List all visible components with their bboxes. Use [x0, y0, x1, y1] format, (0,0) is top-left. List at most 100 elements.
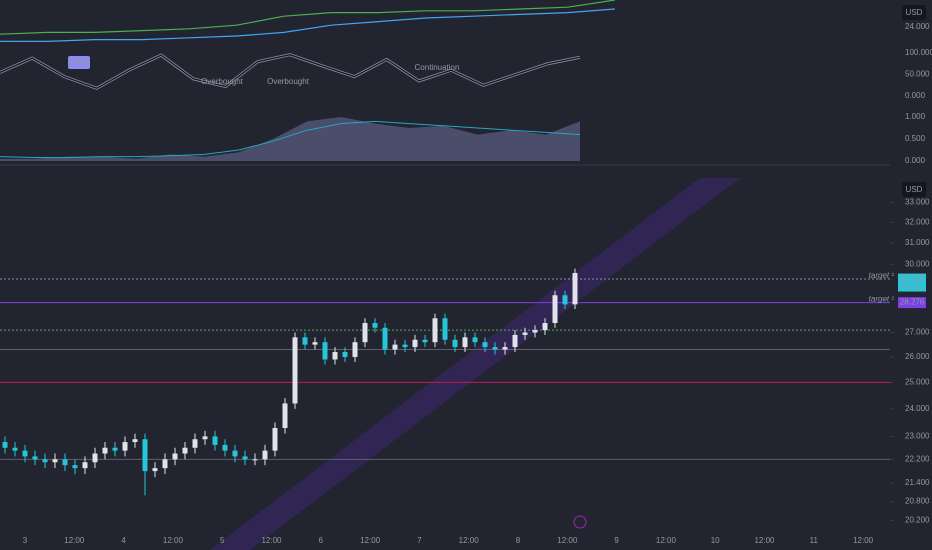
candle-body [282, 403, 288, 428]
candle-body [222, 444, 228, 451]
candle-body [42, 459, 48, 463]
target-label: target ¹ [869, 271, 895, 280]
candle-body [2, 442, 8, 448]
x-tick-label: 11 [810, 536, 819, 545]
candle-body [392, 344, 398, 350]
x-tick-label: 4 [121, 536, 126, 545]
y-tick-label: 1.000 [905, 112, 926, 121]
candle-body [532, 330, 538, 333]
candle-body [362, 322, 368, 343]
channel [210, 178, 740, 550]
y-tick-label: 20.200 [905, 516, 930, 525]
candle-body [272, 427, 278, 451]
candle-body [122, 442, 128, 451]
candle-body [132, 439, 138, 443]
price-badge [898, 273, 926, 292]
y-tick-label: 27.000 [905, 328, 930, 337]
y-tick-label: 32.000 [905, 218, 930, 227]
candle-body [552, 295, 558, 323]
candle-body [182, 447, 188, 454]
x-tick-label: 12:00 [459, 536, 480, 545]
candle-body [172, 453, 178, 460]
y-tick-label: 0.000 [905, 91, 926, 100]
candle-body [422, 339, 428, 343]
x-tick-label: 8 [516, 536, 521, 545]
candle-body [452, 339, 458, 348]
y-tick-label: 30.000 [905, 259, 930, 268]
candle-body [522, 332, 528, 335]
y-tick-label: 22.200 [905, 454, 930, 463]
candle-body [332, 352, 338, 360]
x-tick-label: 12:00 [261, 536, 282, 545]
candle-body [212, 436, 218, 445]
currency-badge [902, 5, 926, 20]
candle-body [192, 439, 198, 448]
ribbon-line [0, 8, 616, 43]
y-tick-label: 23.000 [905, 431, 930, 440]
x-tick-label: 10 [711, 536, 720, 545]
annotation: Overbought [201, 77, 244, 86]
event-icon[interactable] [573, 515, 587, 529]
oscillator-line [0, 54, 581, 89]
candle-body [512, 334, 518, 348]
candle-body [32, 456, 38, 460]
candle-body [492, 347, 498, 350]
volume-area [0, 117, 580, 161]
candle-body [262, 450, 268, 460]
annotation-badge [68, 56, 90, 69]
candle-body [162, 459, 168, 469]
y-tick-label: 100.000 [905, 48, 932, 57]
annotation: Overbought [267, 77, 310, 86]
x-tick-label: 12:00 [754, 536, 775, 545]
candle-body [152, 468, 158, 472]
candle-body [542, 322, 548, 331]
x-tick-label: 12:00 [853, 536, 874, 545]
x-tick-label: 12:00 [557, 536, 578, 545]
candle-body [72, 465, 78, 469]
x-tick-label: 5 [220, 536, 225, 545]
candle-body [302, 337, 308, 345]
ribbon-line [0, 0, 616, 35]
candle-body [502, 347, 508, 350]
candle-body [562, 295, 568, 305]
x-tick-label: 9 [614, 536, 619, 545]
candle-body [412, 339, 418, 348]
volume-line [0, 120, 581, 158]
candle-body [382, 327, 388, 350]
candle-body [442, 318, 448, 340]
price-label: 29.323 [900, 274, 925, 283]
candle-body [22, 450, 28, 457]
candle-body [82, 462, 88, 469]
currency-badge [902, 182, 926, 197]
candle-body [342, 352, 348, 357]
candle-body [62, 459, 68, 466]
y-tick-label: 21.400 [905, 478, 930, 487]
candle-body [102, 447, 108, 454]
y-tick-label: 24.000 [905, 22, 930, 31]
candle-body [482, 342, 488, 348]
candle-body [252, 459, 258, 461]
x-tick-label: 12:00 [64, 536, 85, 545]
x-tick-label: 12:00 [163, 536, 184, 545]
candle-body [462, 337, 468, 348]
candle-body [292, 337, 298, 404]
x-tick-label: 7 [417, 536, 422, 545]
candle-body [52, 459, 58, 463]
x-tick-label: 12:00 [360, 536, 381, 545]
target-label: target ¹ [869, 295, 895, 304]
x-tick-label: 6 [319, 536, 324, 545]
candle-body [352, 342, 358, 357]
countdown: 41:21 [902, 282, 923, 291]
candle-body [432, 318, 438, 343]
candle-body [472, 337, 478, 343]
y-tick-label: 0.000 [905, 156, 926, 165]
candle-body [572, 272, 578, 305]
x-tick-label: 12:00 [656, 536, 677, 545]
annotation: Long [70, 57, 88, 66]
x-tick-label: 3 [23, 536, 28, 545]
candle-body [142, 439, 148, 472]
y-tick-label: 24.000 [905, 404, 930, 413]
y-tick-label: 25.000 [905, 377, 930, 386]
